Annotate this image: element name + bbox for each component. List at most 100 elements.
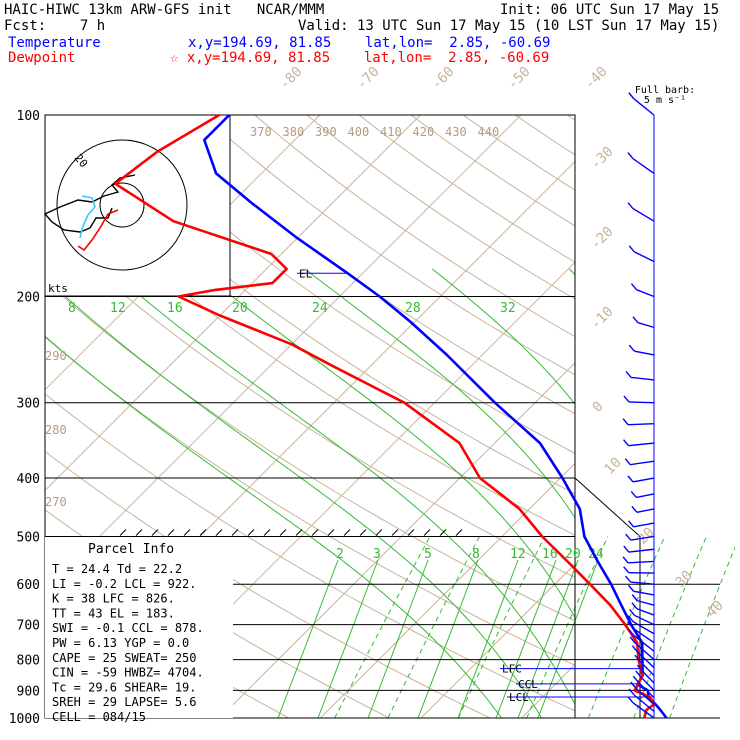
lower-moist-curve xyxy=(417,559,479,718)
wind-barb xyxy=(630,460,655,466)
hatch-mark xyxy=(407,529,415,536)
wind-barb-flag xyxy=(625,575,632,583)
hatch-mark xyxy=(183,529,191,536)
wind-barb xyxy=(628,401,655,404)
hatch-mark xyxy=(327,529,335,536)
wind-barb-flag xyxy=(632,316,639,324)
hodograph-ring xyxy=(56,139,188,271)
wind-barb-flag xyxy=(627,520,635,528)
lower-moist-curve xyxy=(457,559,519,718)
moist-adiabat-line xyxy=(569,268,575,276)
parcel-info-row: CIN = -59 HWBZ= 4704. xyxy=(52,666,204,680)
theta-label: 420 xyxy=(413,125,435,139)
wind-barb-flag xyxy=(631,505,638,513)
wind-barb xyxy=(632,702,655,719)
wind-barb-flag xyxy=(635,670,642,678)
wind-barb xyxy=(637,681,655,699)
wind-barb xyxy=(636,608,655,616)
wind-barb-flag xyxy=(623,566,630,574)
wind-barb-flag xyxy=(627,202,634,210)
isotherm-label: 40 xyxy=(704,598,727,621)
isotherm-label: -10 xyxy=(588,304,617,333)
dry-adiabat-line xyxy=(202,115,575,376)
hatch-mark xyxy=(199,529,207,536)
hatch-mark xyxy=(263,529,271,536)
wind-barb-flag xyxy=(630,283,638,291)
legend-temperature-coords: x,y=194.69, 81.85 lat,lon= 2.85, -60.69 xyxy=(188,35,551,51)
plot-frame xyxy=(44,114,576,719)
dry-adiabat-line xyxy=(671,115,740,718)
wind-barb-flag xyxy=(627,621,634,629)
wind-barb-flag xyxy=(625,370,632,378)
wind-barb-flag xyxy=(622,556,629,564)
wind-barb xyxy=(634,350,655,356)
header-model-title: HAIC-HIWC 13km ARW-GFS init NCAR/MMM xyxy=(4,2,325,18)
wind-barb-flag xyxy=(631,602,638,610)
level-label-ccl: CCL xyxy=(518,678,538,691)
level-label-lfc: LFC xyxy=(502,663,522,676)
barb-legend-units: 5 m s⁻¹ xyxy=(644,95,686,106)
wind-barb xyxy=(636,493,655,499)
moist-adiabat-line xyxy=(45,277,543,718)
mixing-ratio-line xyxy=(457,536,546,718)
parcel-info-table: Parcel Info T = 24.4 Td = 22.2LI = -0.2 L… xyxy=(45,537,233,724)
wind-barb xyxy=(635,687,655,706)
header-init-time: Init: 06 UTC Sun 17 May 15 xyxy=(500,2,720,18)
header-valid-time: Valid: 13 UTC Sun 17 May 15 (10 LST Sun … xyxy=(298,18,720,34)
hatch-mark xyxy=(455,529,463,536)
mixing-ratio-label: 8 xyxy=(472,547,480,562)
hatch-mark xyxy=(311,529,319,536)
lower-extension-lines xyxy=(277,536,735,718)
wind-barb-flag xyxy=(628,688,635,696)
wind-barb-flag xyxy=(636,664,643,672)
pressure-tick-label: 700 xyxy=(17,619,40,634)
lower-moist-curve xyxy=(367,559,429,718)
theta-label: 440 xyxy=(478,125,500,139)
wind-barb xyxy=(632,158,655,175)
isotherm-line xyxy=(219,362,575,718)
hatch-mark xyxy=(359,529,367,536)
wind-barb xyxy=(628,548,655,553)
theta-side-label: 270 xyxy=(45,495,67,509)
isotherm-line xyxy=(45,115,522,592)
isotherm-line xyxy=(0,115,18,718)
moist-adiabat-line xyxy=(431,268,575,405)
parcel-info-row: TT = 43 EL = 183. xyxy=(52,606,175,620)
wind-barb xyxy=(632,621,655,635)
pressure-tick-label: 100 xyxy=(17,109,40,124)
wind-barb-flag xyxy=(628,344,635,352)
moist-adiabat-label: 28 xyxy=(405,301,421,316)
lower-moist-curve xyxy=(277,559,339,718)
hatch-mark xyxy=(215,529,223,536)
wind-barb xyxy=(632,627,655,644)
hatch-mark xyxy=(343,529,351,536)
header-forecast-hour: Fcst: 7 h xyxy=(4,18,106,34)
wind-barb-flag xyxy=(631,594,638,602)
wind-barb-flag xyxy=(623,395,630,403)
dry-adiabat-line xyxy=(45,280,575,622)
wind-barb xyxy=(636,508,655,514)
pressure-tick-label: 300 xyxy=(17,397,40,412)
wind-barb-flag xyxy=(625,533,632,541)
wind-barb-flag xyxy=(630,681,637,689)
wind-barb-flag xyxy=(624,458,631,466)
mixing-ratio-line xyxy=(387,536,480,718)
isotherm-line xyxy=(320,462,575,718)
moist-adiabat-label: 16 xyxy=(167,301,183,316)
pressure-tick-label: 200 xyxy=(17,291,40,306)
hatch-mark xyxy=(231,529,239,536)
mixing-ratio-label: 2 xyxy=(336,547,344,562)
parcel-info-row: SWI = -0.1 CCL = 878. xyxy=(52,621,204,635)
parcel-info-panel xyxy=(45,537,233,718)
wind-barb-flag xyxy=(629,636,636,644)
mixing-ratio-line xyxy=(587,536,666,718)
legend-temperature-label: Temperature xyxy=(8,35,101,51)
parcel-info-row: PW = 6.13 YGP = 0.0 xyxy=(52,636,189,650)
wind-barb xyxy=(633,694,655,712)
moist-adiabat-line xyxy=(197,268,575,619)
theta-label: 370 xyxy=(250,125,272,139)
wind-barb xyxy=(628,422,655,426)
parcel-info-row: SREH = 29 LAPSE= 5.6 xyxy=(52,695,197,709)
pressure-tick-label: 400 xyxy=(17,472,40,487)
